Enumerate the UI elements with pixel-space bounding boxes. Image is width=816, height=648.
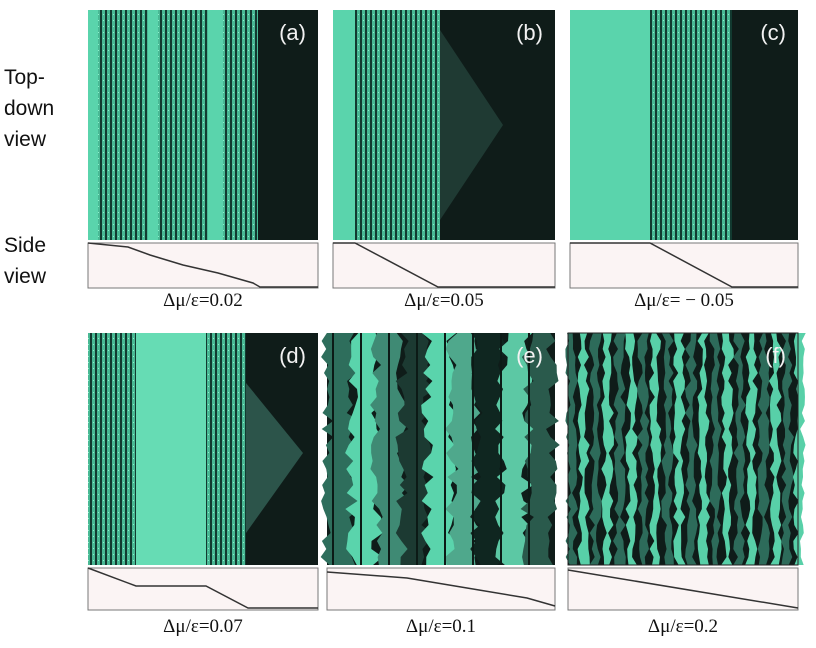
texture	[733, 333, 746, 565]
texture	[649, 333, 662, 565]
texture	[332, 333, 334, 565]
texture	[637, 333, 650, 565]
texture	[388, 333, 390, 565]
texture	[98, 10, 148, 240]
profile	[87, 242, 318, 288]
texture	[355, 10, 440, 240]
caption: Δμ/ε= − 0.05	[634, 290, 734, 311]
texture	[500, 333, 502, 565]
panel: (d) Δμ/ε=0.07	[87, 333, 319, 637]
profile	[570, 242, 798, 288]
texture	[333, 10, 355, 240]
texture	[440, 30, 503, 220]
texture	[697, 333, 710, 565]
texture	[685, 333, 698, 565]
panel: (b) Δμ/ε=0.05	[332, 10, 556, 311]
texture	[158, 10, 208, 240]
panel-label: (d)	[279, 343, 306, 368]
panel: (a) Δμ/ε=0.02	[87, 10, 319, 311]
texture	[416, 333, 418, 565]
panel-label: (b)	[516, 20, 543, 45]
texture	[650, 10, 732, 240]
row-label: Top-	[4, 66, 45, 89]
texture	[577, 333, 590, 565]
texture	[360, 333, 362, 565]
panel: (f) Δμ/ε=0.2	[565, 332, 806, 637]
caption: Δμ/ε=0.07	[163, 616, 243, 637]
texture	[613, 333, 626, 565]
profile	[326, 571, 556, 607]
texture	[673, 333, 686, 565]
texture	[601, 333, 614, 565]
side-view	[87, 567, 319, 611]
panel-label: (c)	[760, 20, 786, 45]
texture	[661, 333, 674, 565]
texture	[793, 333, 806, 565]
profile	[567, 569, 799, 609]
texture	[757, 333, 770, 565]
caption: Δμ/ε=0.02	[163, 290, 243, 311]
texture	[470, 333, 510, 565]
profile	[333, 242, 555, 288]
panel-label: (f)	[765, 343, 786, 368]
texture	[565, 333, 578, 565]
texture	[570, 10, 650, 240]
texture	[709, 333, 722, 565]
panel-label: (e)	[516, 343, 543, 368]
texture	[625, 333, 638, 565]
texture	[781, 333, 794, 565]
texture	[345, 333, 385, 565]
texture	[721, 333, 734, 565]
row-label: Side	[4, 234, 46, 257]
texture	[88, 333, 136, 565]
texture	[528, 333, 530, 565]
caption: Δμ/ε=0.1	[406, 616, 476, 637]
texture	[472, 333, 474, 565]
panel: (c) Δμ/ε= − 0.05	[569, 10, 799, 311]
row-label: down	[4, 97, 54, 120]
panel: (e) Δμ/ε=0.1	[320, 333, 560, 637]
texture	[769, 333, 782, 565]
texture	[745, 333, 758, 565]
side-view	[87, 242, 319, 289]
texture	[223, 10, 258, 240]
texture	[136, 333, 206, 565]
texture	[206, 333, 246, 565]
texture	[395, 333, 435, 565]
caption: Δμ/ε=0.05	[404, 290, 484, 311]
side-view	[569, 242, 799, 289]
panel-label: (a)	[279, 20, 306, 45]
texture	[567, 332, 799, 566]
texture	[520, 333, 560, 565]
texture	[246, 383, 303, 533]
row-label: view	[4, 265, 47, 288]
texture	[589, 333, 602, 565]
caption: Δμ/ε=0.2	[648, 616, 718, 637]
texture	[444, 333, 446, 565]
row-label: view	[4, 128, 47, 151]
side-view	[326, 567, 556, 611]
profile	[87, 567, 318, 609]
